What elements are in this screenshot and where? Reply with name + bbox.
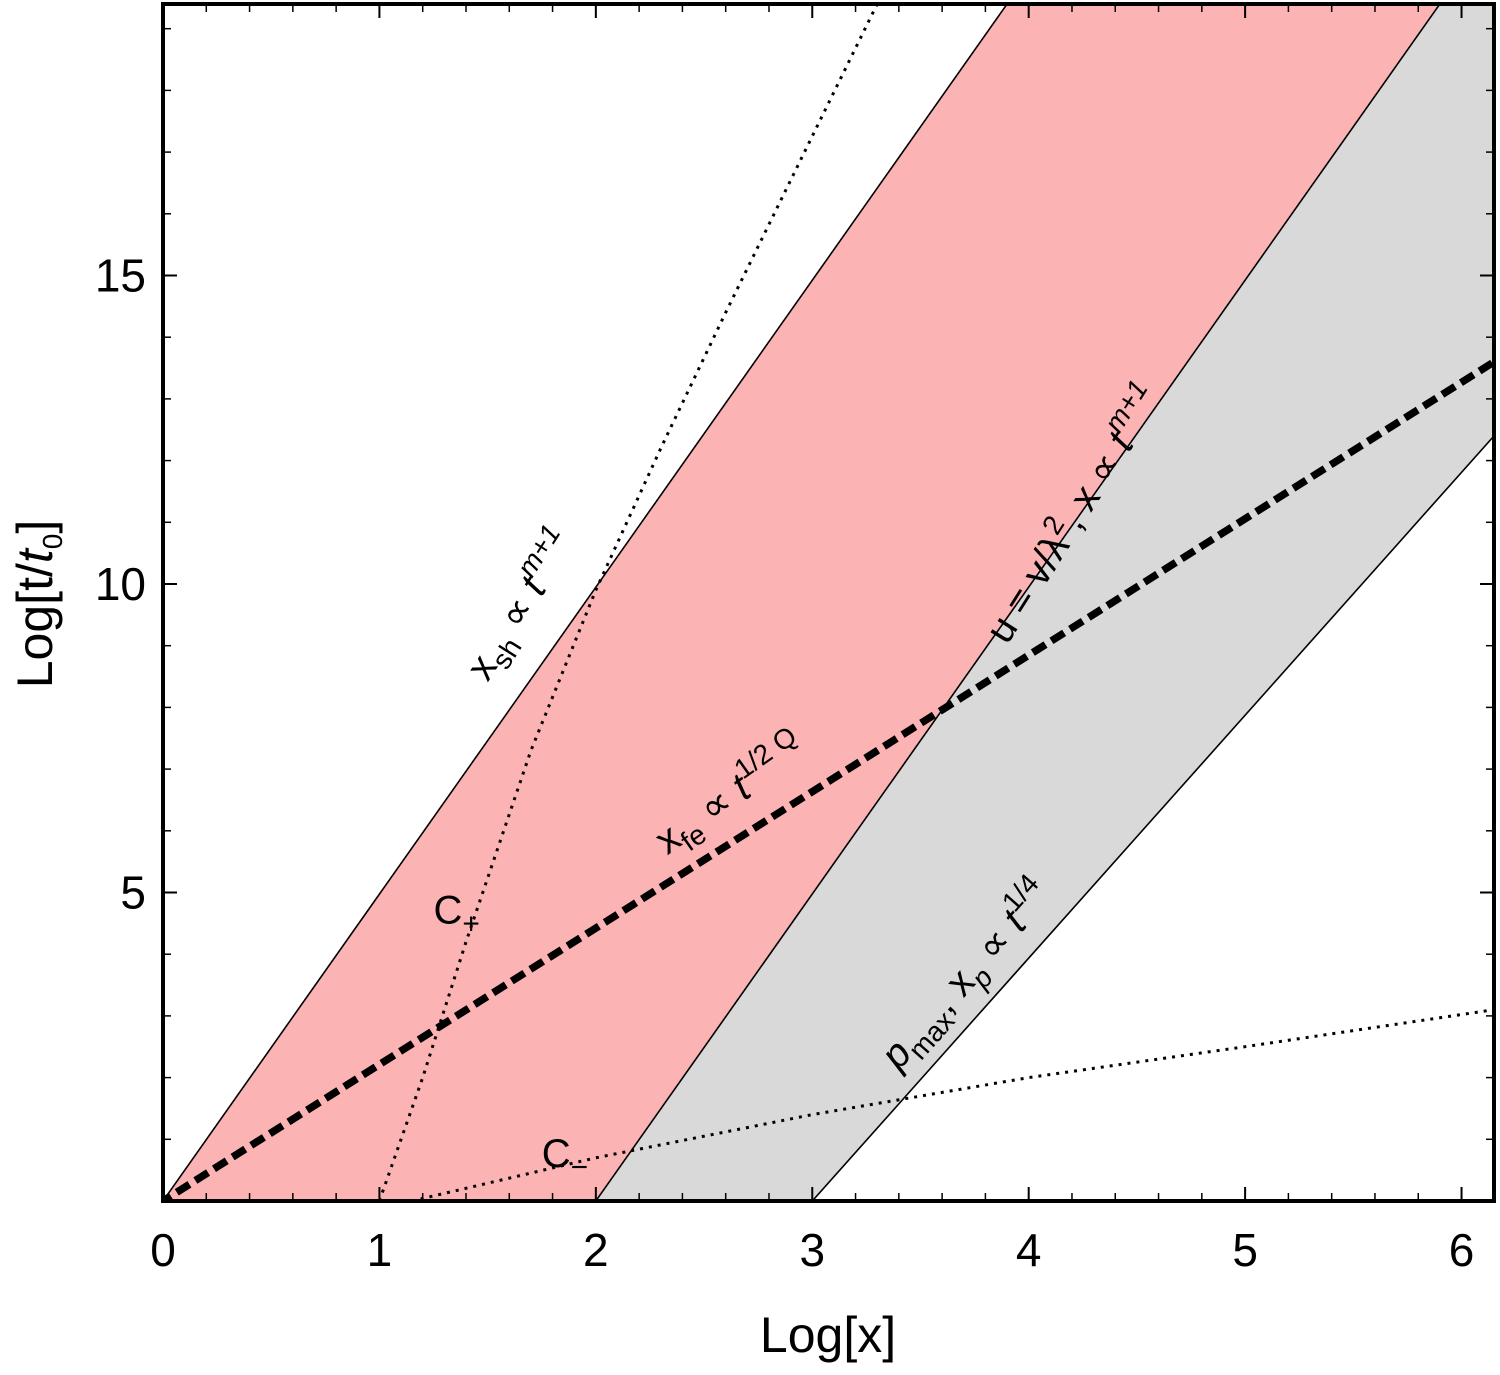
y-tick-label: 5 [120,866,146,918]
x-tick-label: 5 [1232,1224,1258,1276]
region-gray [595,4,1494,1201]
line-pmax_line [811,434,1494,1201]
annotation-c_minus_label: C− [542,1132,588,1184]
y-axis-label: Log[t/t0] [7,520,68,689]
x-tick-label: 6 [1449,1224,1475,1276]
x-tick-label: 0 [150,1224,176,1276]
region-pink [163,4,1440,1201]
x-tick-label: 3 [799,1224,825,1276]
line-c_plus [377,4,879,1201]
y-tick-label: 15 [95,249,146,301]
line-xfe [163,357,1494,1201]
line-u_line [594,4,1441,1201]
x-tick-label: 4 [1016,1224,1042,1276]
plot-frame [161,2,1496,1203]
x-axis-label: Log[x] [760,1307,896,1363]
annotation-c_plus_label: C+ [434,888,480,940]
y-tick-label: 10 [95,558,146,610]
line-xsh [163,4,1009,1201]
x-tick-label: 1 [367,1224,393,1276]
x-tick-label: 2 [583,1224,609,1276]
